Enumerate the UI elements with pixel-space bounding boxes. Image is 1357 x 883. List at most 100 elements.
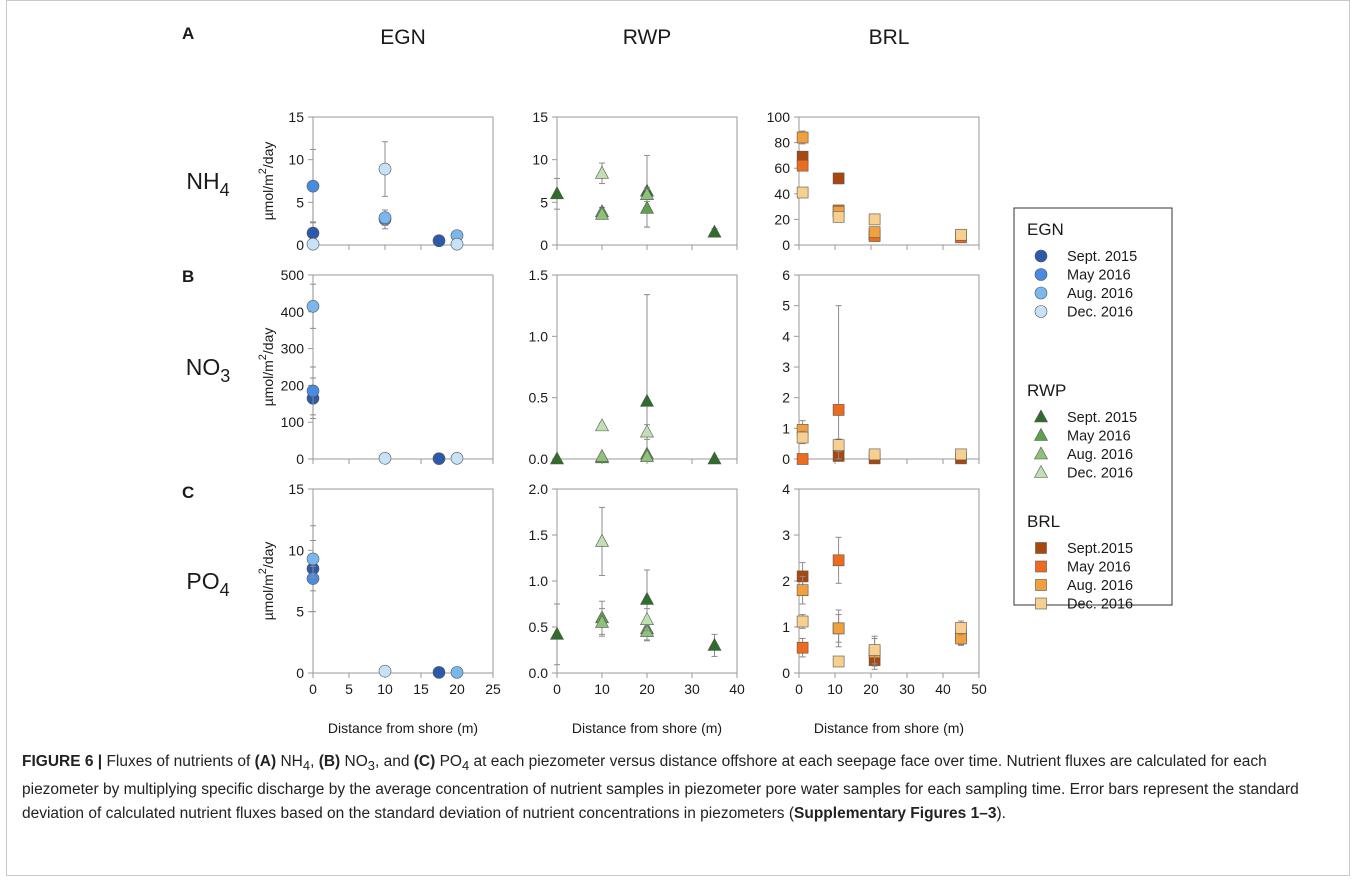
- data-point: [796, 453, 809, 465]
- data-point: [432, 452, 446, 465]
- data-point: [796, 641, 809, 654]
- data-point: [868, 644, 881, 656]
- y-axis-label: µmol/m2/day: [257, 328, 276, 407]
- data-point: [832, 172, 845, 185]
- series-may-2016: [306, 148, 392, 230]
- y-tick-label: 0: [296, 665, 304, 681]
- series-may-2016: [796, 159, 967, 244]
- series-dec-2016: [796, 614, 967, 668]
- x-axis-label: Distance from shore (m): [814, 720, 964, 736]
- series-sept-2015: [549, 154, 722, 238]
- x-tick-label: 20: [863, 681, 879, 697]
- caption-sub: 4: [302, 758, 311, 774]
- y-axis-label-post: /day: [260, 328, 276, 354]
- x-tick-label: 0: [553, 681, 561, 697]
- data-point: [955, 622, 967, 634]
- x-tick-label: 20: [639, 681, 655, 697]
- row-label-sub: 3: [220, 366, 230, 386]
- series-aug-2016: [306, 540, 464, 679]
- caption-sub: 4: [461, 758, 470, 774]
- x-tick-label: 25: [485, 681, 501, 697]
- data-point: [868, 213, 881, 226]
- data-point: [707, 451, 722, 465]
- data-point: [796, 584, 809, 597]
- data-point: [306, 299, 320, 313]
- series-dec-2016: [594, 506, 655, 632]
- legend-marker: [1034, 268, 1048, 281]
- data-point: [639, 612, 655, 625]
- y-tick-label: 500: [281, 267, 305, 283]
- series-sept-2015: [306, 221, 446, 248]
- caption-text: NH: [276, 753, 303, 770]
- y-tick-label: 0: [782, 237, 790, 253]
- y-tick-label: 1: [782, 420, 790, 436]
- data-point: [549, 451, 565, 465]
- x-tick-label: 0: [795, 681, 803, 697]
- y-tick-label: 1.0: [529, 328, 549, 344]
- y-tick-label: 3: [782, 359, 790, 375]
- y-tick-label: 80: [774, 135, 790, 151]
- y-tick-label: 20: [774, 211, 790, 227]
- x-tick-label: 40: [935, 681, 951, 697]
- y-tick-label: 10: [288, 542, 304, 558]
- x-tick-label: 30: [899, 681, 915, 697]
- legend-marker: [1035, 579, 1047, 591]
- series-sept-2015: [549, 294, 722, 465]
- data-point: [450, 451, 464, 465]
- y-tick-label: 5: [782, 298, 790, 314]
- data-point: [306, 552, 320, 566]
- data-point: [306, 179, 320, 193]
- y-tick-label: 0: [782, 665, 790, 681]
- y-tick-label: 5: [296, 604, 304, 620]
- row-label: NH4: [186, 168, 229, 200]
- chart-c-egn-po4: 0 5 10 15 0 5 10 15 20 25 Distance from shore (m): [288, 481, 501, 736]
- data-point: [594, 448, 610, 462]
- y-tick-label: 0.5: [529, 619, 549, 635]
- x-axis-label: Distance from shore (m): [328, 720, 478, 736]
- data-point: [306, 237, 320, 251]
- caption-ref-c: (C): [413, 753, 436, 770]
- data-point: [796, 431, 809, 444]
- x-tick-label: 20: [449, 681, 465, 697]
- legend-entry-label: Aug. 2016: [1067, 447, 1133, 463]
- data-point: [832, 655, 845, 668]
- data-point: [432, 666, 446, 679]
- data-point: [378, 451, 392, 465]
- data-point: [832, 211, 845, 223]
- data-point: [796, 615, 809, 628]
- legend-entry-label: Dec. 2016: [1067, 305, 1133, 321]
- data-point: [378, 211, 392, 224]
- series-aug-2016: [796, 575, 967, 667]
- legend-entry-label: May 2016: [1067, 268, 1131, 284]
- series-may-2016: [306, 366, 320, 416]
- data-point: [432, 234, 446, 248]
- legend-group-title: EGN: [1027, 220, 1064, 239]
- chart-b-rwp-no3: 0.0 0.5 1.0 1.5: [529, 267, 738, 467]
- data-point: [450, 666, 464, 679]
- column-title-brl: BRL: [869, 26, 910, 49]
- data-point: [796, 186, 809, 199]
- row-label-sub: 4: [220, 180, 230, 200]
- y-tick-label: 10: [288, 152, 304, 168]
- data-point: [594, 533, 610, 547]
- plot-frame: [312, 116, 494, 246]
- data-point: [868, 226, 881, 238]
- legend-entry-label: May 2016: [1067, 429, 1131, 445]
- data-point: [832, 622, 845, 635]
- y-axis-label-unit: µmol/m: [260, 360, 276, 406]
- data-point: [707, 224, 722, 238]
- data-point: [955, 448, 967, 461]
- series-sept-2015: [796, 150, 881, 241]
- legend-marker: [1034, 249, 1048, 263]
- series-dec-2016: [306, 141, 464, 251]
- y-axis-label-sup: 2: [257, 354, 269, 360]
- row-label: NO3: [186, 354, 231, 386]
- legend-group-title: BRL: [1027, 512, 1060, 531]
- data-point: [639, 187, 655, 200]
- data-point: [639, 200, 655, 214]
- x-tick-label: 10: [827, 681, 843, 697]
- y-axis-label: µmol/m2/day: [257, 142, 276, 221]
- y-tick-label: 1.0: [529, 573, 549, 589]
- y-tick-label: 100: [281, 414, 305, 430]
